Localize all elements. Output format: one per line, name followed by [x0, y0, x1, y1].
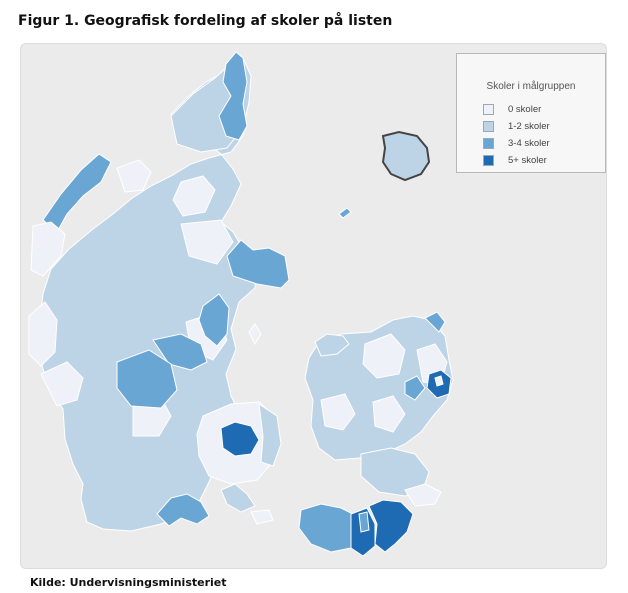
south-zealand-zero	[404, 483, 442, 507]
legend-swatch-3	[483, 155, 494, 166]
legend-swatch-2	[483, 138, 494, 149]
aeroe-island	[250, 509, 274, 525]
jutland-zero-2	[116, 159, 152, 193]
legend-item-2: 3-4 skoler	[483, 137, 550, 150]
legend-item-1: 1-2 skoler	[483, 120, 550, 133]
zealand-zero-1	[362, 333, 406, 379]
jutland-zero-3	[172, 175, 216, 217]
zealand-zero-3	[320, 393, 356, 431]
source-note: Kilde: Undervisningsministeriet	[30, 576, 227, 589]
frederikshavn-region	[218, 51, 248, 141]
bornholm-island	[381, 130, 431, 182]
als-region	[156, 493, 210, 527]
samsoe-island	[248, 323, 262, 346]
helsingoer-region	[424, 311, 446, 333]
falster-region	[368, 499, 414, 553]
thisted-region	[42, 153, 112, 233]
horsens-region	[198, 293, 230, 347]
jutland-zero-1	[30, 221, 66, 277]
anholt-island	[338, 207, 352, 219]
legend-title: Skoler i målgruppen	[486, 81, 576, 92]
jutland-zero-4	[28, 301, 58, 367]
legend-item-0: 0 skoler	[483, 103, 541, 116]
moen-island	[358, 511, 370, 533]
billund-region	[116, 349, 178, 409]
lolland-region	[298, 503, 358, 553]
roskilde-region	[404, 375, 426, 401]
map-panel: Skoler i målgruppen 0 skoler 1-2 skoler …	[20, 43, 607, 569]
odense-region	[220, 421, 260, 457]
funen-east	[258, 402, 282, 467]
figure-title: Figur 1. Geografisk fordeling af skoler …	[18, 13, 393, 29]
legend-label-0: 0 skoler	[508, 104, 542, 115]
odsherred-region	[314, 333, 350, 357]
legend-label-1: 1-2 skoler	[508, 121, 550, 132]
djursland-region	[226, 239, 290, 289]
map-legend: Skoler i målgruppen 0 skoler 1-2 skoler …	[456, 53, 606, 173]
funen-south	[220, 483, 256, 513]
legend-item-3: 5+ skoler	[483, 154, 547, 167]
jutland-zero-5	[40, 361, 84, 407]
legend-swatch-1	[483, 121, 494, 132]
denmark-map	[28, 51, 454, 557]
copenhagen-inner	[434, 375, 444, 387]
legend-swatch-0	[483, 104, 494, 115]
legend-label-3: 5+ skoler	[508, 155, 547, 166]
legend-label-2: 3-4 skoler	[508, 138, 550, 149]
zealand-zero-4	[372, 395, 406, 433]
jutland-zero-8	[180, 219, 234, 265]
